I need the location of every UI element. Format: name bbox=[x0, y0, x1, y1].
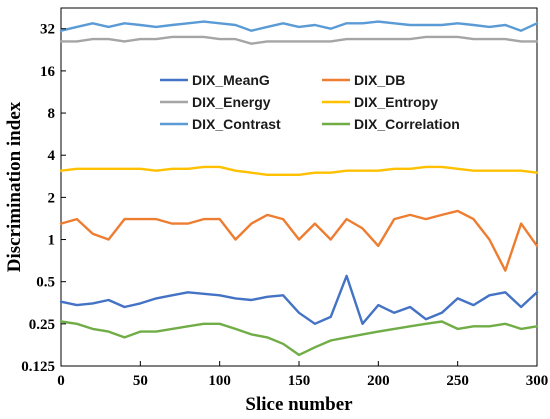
series-line-dix-entropy bbox=[59, 165, 539, 177]
y-axis: 0.125 0.25 0.5 1 2 4 8 16 32 bbox=[21, 22, 66, 375]
y-tick-label: 0.5 bbox=[36, 275, 55, 291]
series-line-dix-meang bbox=[59, 274, 539, 325]
series-line-dix-correlation bbox=[59, 320, 539, 357]
x-tick-label: 50 bbox=[133, 373, 148, 389]
x-tick-label: 100 bbox=[208, 373, 231, 389]
y-tick-label: 8 bbox=[48, 106, 56, 122]
legend-label-dix-entropy: DIX_Entropy bbox=[354, 94, 438, 110]
y-tick-label: 0.25 bbox=[29, 317, 55, 333]
x-axis-title: Slice number bbox=[245, 394, 353, 415]
x-axis: 0 50 100 150 200 250 300 bbox=[57, 361, 548, 389]
y-tick-label: 2 bbox=[48, 190, 56, 206]
x-tick-label: 200 bbox=[367, 373, 390, 389]
y-tick-label: 4 bbox=[48, 148, 56, 164]
legend-label-dix-energy: DIX_Energy bbox=[192, 94, 271, 110]
legend-label-dix-correlation: DIX_Correlation bbox=[354, 116, 460, 132]
x-tick-label: 250 bbox=[446, 373, 469, 389]
series-line-dix-db bbox=[59, 209, 539, 272]
y-tick-label: 0.125 bbox=[21, 359, 55, 375]
x-tick-label: 150 bbox=[288, 373, 311, 389]
legend-label-dix-db: DIX_DB bbox=[354, 72, 405, 88]
series-line-dix-contrast bbox=[59, 20, 539, 32]
series-line-dix-energy bbox=[59, 35, 539, 45]
x-tick-label: 300 bbox=[526, 373, 549, 389]
legend: DIX_MeanG DIX_DB DIX_Energy DIX_Entropy DIX_… bbox=[160, 72, 460, 132]
legend-label-dix-contrast: DIX_Contrast bbox=[192, 116, 281, 132]
y-tick-label: 1 bbox=[48, 233, 56, 249]
legend-label-dix-meang: DIX_MeanG bbox=[192, 72, 270, 88]
y-tick-label: 16 bbox=[40, 64, 56, 80]
y-axis-title: Discrimination index bbox=[4, 101, 25, 272]
series-layer bbox=[59, 20, 539, 357]
y-tick-label: 32 bbox=[40, 22, 55, 38]
x-tick-label: 0 bbox=[57, 373, 65, 389]
